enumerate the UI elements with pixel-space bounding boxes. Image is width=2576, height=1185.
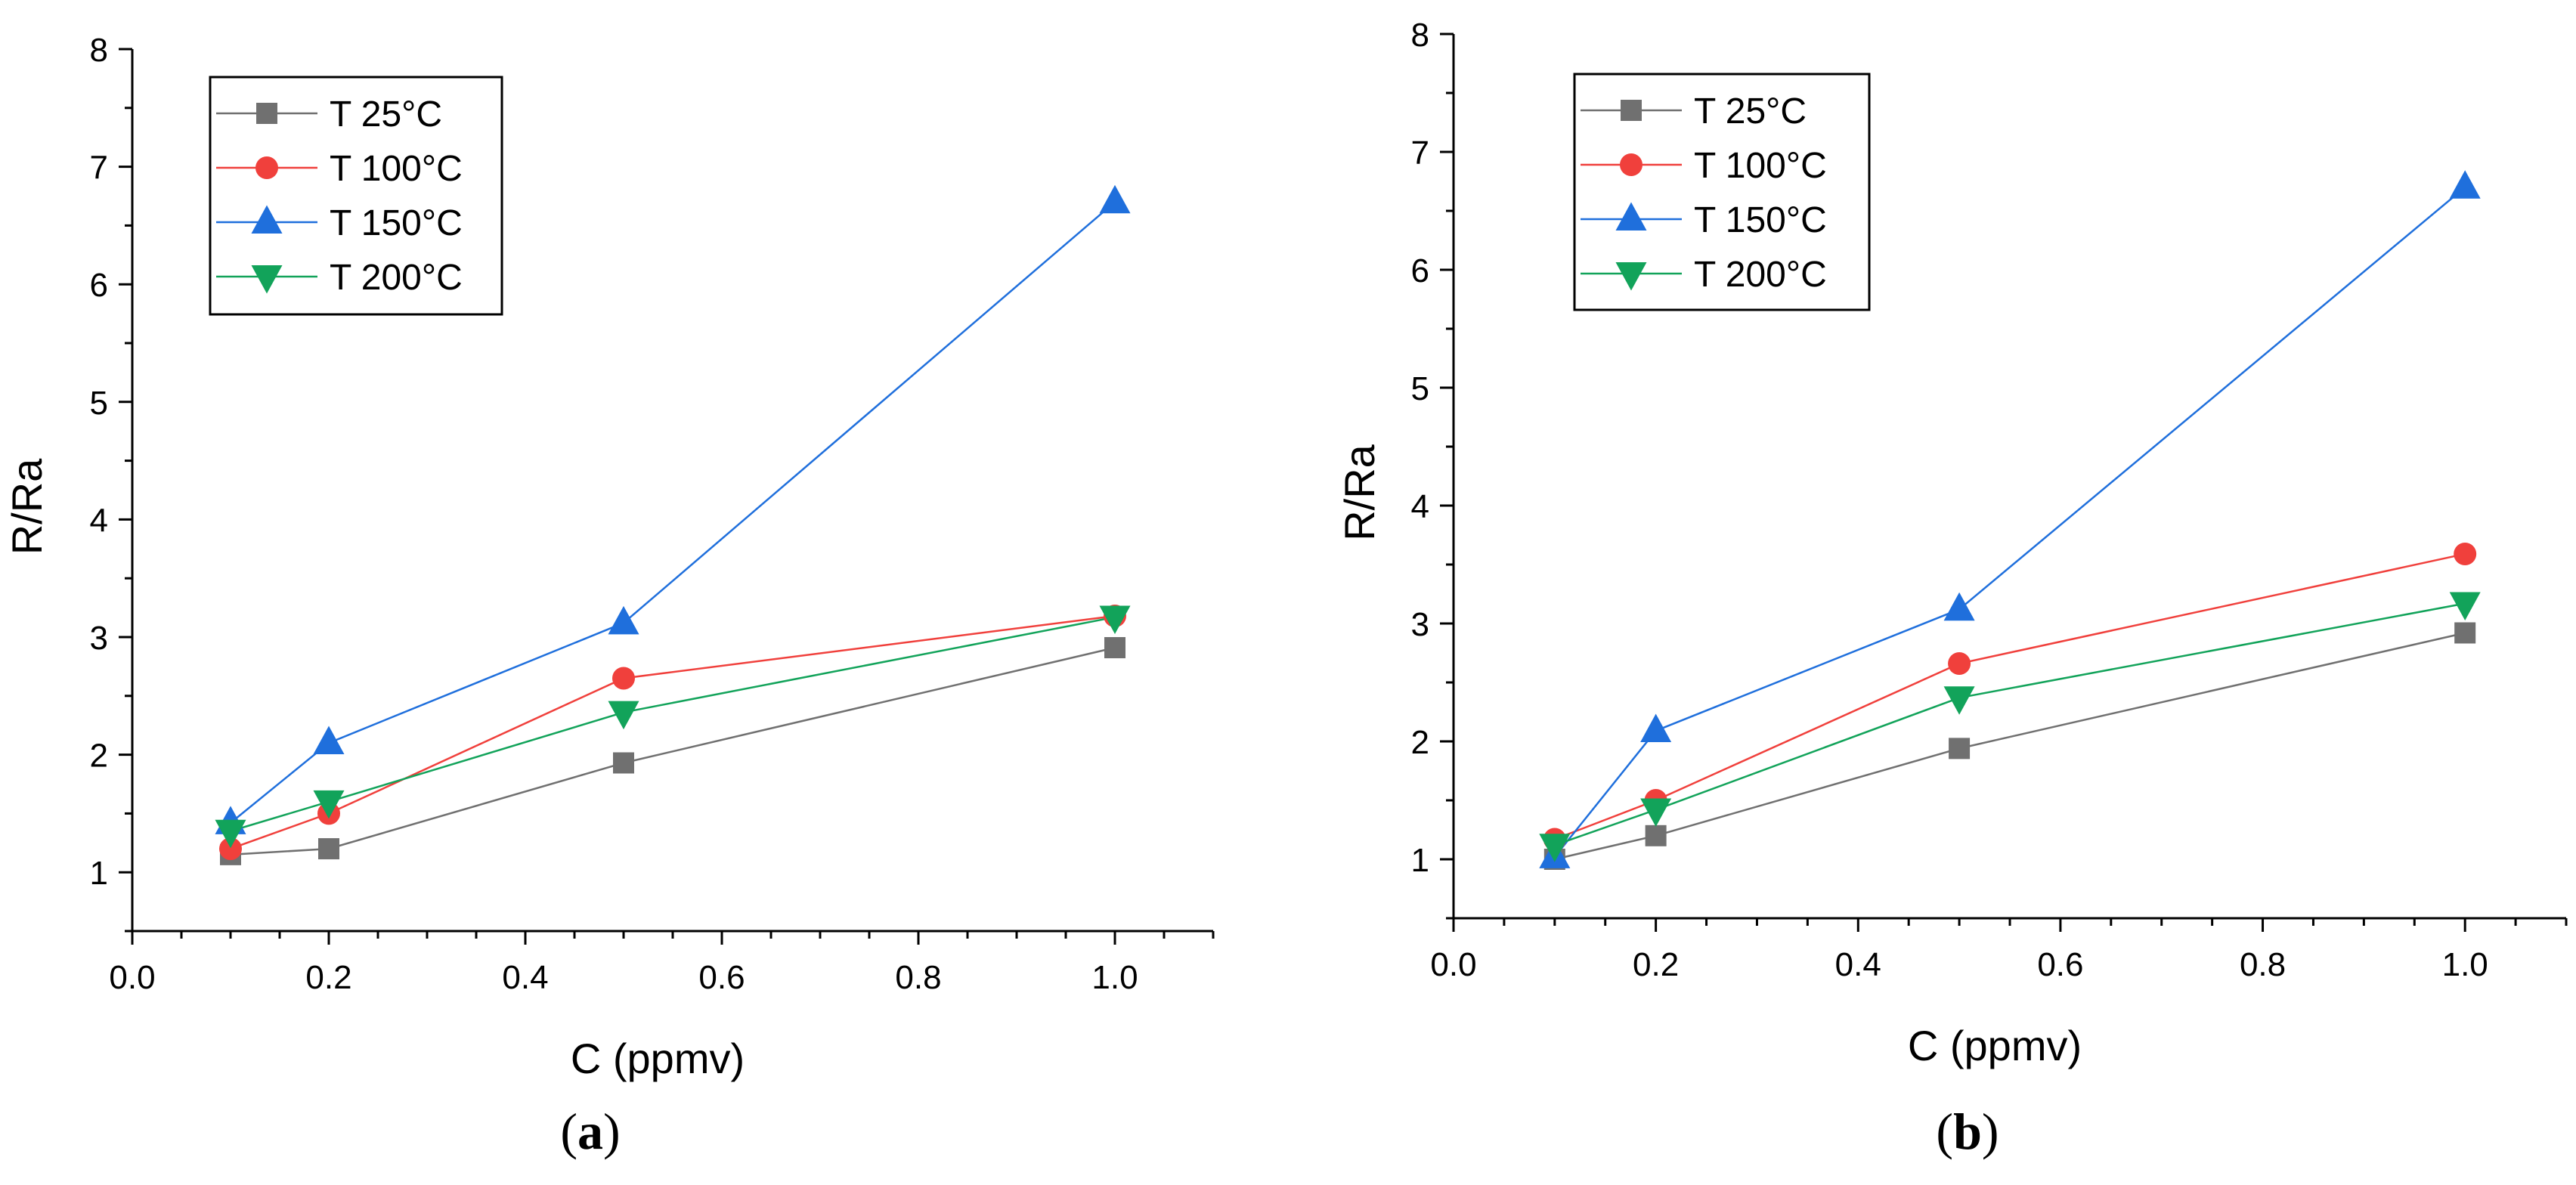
chart-b-legend-marker-0: [1621, 100, 1642, 121]
chart-a-point-s2-3: [1099, 184, 1131, 214]
chart-b-x-tick-label: 0.2: [1633, 946, 1679, 983]
chart-a-series-line-3: [230, 616, 1116, 832]
caption-b-label: b: [1953, 1103, 1982, 1160]
chart-b-point-s3-0: [1539, 834, 1571, 862]
chart-b-y-tick-label: 6: [1411, 252, 1429, 289]
chart-a-y-tick-label: 6: [90, 267, 108, 304]
chart-b-y-axis-title: R/Ra: [1336, 444, 1383, 540]
chart-a-x-tick-label: 0.6: [698, 959, 745, 996]
chart-b-x-tick-label: 0.8: [2240, 946, 2286, 983]
chart-b-x-tick-label: 1.0: [2442, 946, 2488, 983]
chart-a-y-tick-label: 8: [90, 32, 108, 69]
chart-a-y-tick-label: 2: [90, 738, 108, 775]
chart-panel-a: 0.0 0.2 0.4 0.6 0.8 1.0 1 2 3 4 5 6 7 8 C (ppmv) R/Ra T …: [3, 32, 1215, 1082]
chart-b-series-line-0: [1554, 632, 2466, 861]
chart-a-point-s2-1: [313, 726, 345, 755]
caption-a-label: a: [577, 1103, 603, 1160]
chart-a-legend-marker-0: [256, 103, 277, 124]
chart-a-point-s1-2: [612, 667, 635, 690]
caption-a: (a): [560, 1103, 621, 1160]
chart-a-legend-label-0: T 25°C: [330, 94, 442, 135]
chart-b-legend-label-1: T 100°C: [1694, 146, 1827, 186]
chart-b-y-tick-label: 3: [1411, 606, 1429, 643]
chart-a-point-s0-1: [318, 838, 339, 860]
chart-a-x-tick-label: 0.4: [502, 959, 548, 996]
chart-a-point-s2-2: [608, 605, 639, 635]
chart-b-point-s2-3: [2449, 170, 2481, 199]
chart-a-x-tick-label: 0.8: [895, 959, 941, 996]
chart-a-x-tick-label: 0.0: [109, 959, 155, 996]
chart-b-series-line-2: [1553, 186, 2466, 858]
caption-b: (b): [1936, 1103, 1999, 1160]
chart-b-legend: T 25°C T 100°C T 150°C T 200°C: [1573, 73, 1871, 311]
chart-b-y-tick-label: 1: [1411, 842, 1429, 879]
chart-a-legend: T 25°C T 100°C T 150°C T 200°C: [209, 76, 503, 316]
chart-a-point-s0-2: [613, 752, 634, 774]
chart-a-y-tick-label: 5: [90, 385, 108, 422]
chart-a-series-line-0: [230, 646, 1116, 856]
chart-b-y-tick-label: 4: [1411, 488, 1429, 525]
chart-a-series-line-2: [230, 201, 1116, 824]
chart-a-point-s3-3: [1099, 605, 1131, 635]
chart-a-y-tick-label: 3: [90, 620, 108, 657]
chart-b-point-s2-1: [1640, 713, 1672, 742]
chart-b-point-s0-1: [1645, 825, 1667, 846]
chart-a-point-s3-2: [608, 701, 639, 730]
chart-panel-b: 0.0 0.2 0.4 0.6 0.8 1.0 1 2 3 4 5 6 7 8 C (ppmv) R/Ra T …: [1336, 17, 2568, 1069]
chart-a-series-line-1: [230, 614, 1116, 850]
chart-a-y-tick-label: 4: [90, 502, 108, 539]
chart-b-legend-marker-3: [1615, 262, 1647, 291]
chart-b-legend-label-0: T 25°C: [1694, 91, 1807, 131]
chart-b-x-tick-label: 0.4: [1835, 946, 1881, 983]
chart-a-legend-marker-2: [251, 205, 283, 234]
chart-a-y-tick-label: 1: [90, 855, 108, 892]
chart-b-x-axis-title: C (ppmv): [1908, 1022, 2082, 1069]
chart-a-x-tick-label: 0.2: [305, 959, 351, 996]
chart-b-y-tick-label: 8: [1411, 17, 1429, 54]
chart-a-legend-label-3: T 200°C: [330, 258, 463, 298]
chart-a-legend-marker-1: [255, 156, 278, 179]
chart-a-legend-label-1: T 100°C: [330, 149, 463, 189]
chart-b-legend-label-3: T 200°C: [1694, 255, 1827, 295]
chart-a-y-axis-title: R/Ra: [3, 458, 51, 555]
chart-a-point-s1-0: [219, 837, 242, 861]
chart-b-point-s2-2: [1943, 592, 1975, 621]
chart-a-y-tick-label: 7: [90, 150, 108, 187]
chart-a-point-s3-0: [215, 819, 246, 849]
chart-a-legend-label-2: T 150°C: [330, 203, 463, 243]
chart-b-point-s3-2: [1943, 686, 1975, 715]
chart-b-y-tick-label: 5: [1411, 370, 1429, 407]
chart-b-y-tick-label: 7: [1411, 135, 1429, 172]
chart-a-x-tick-label: 1.0: [1091, 959, 1138, 996]
chart-b-point-s0-3: [2454, 622, 2476, 644]
chart-a-legend-marker-3: [251, 265, 283, 294]
chart-b-legend-label-2: T 150°C: [1694, 200, 1827, 240]
chart-b-x-tick-label: 0.6: [2037, 946, 2083, 983]
chart-a-x-axis-title: C (ppmv): [571, 1035, 745, 1082]
chart-a-point-s0-3: [1104, 637, 1125, 659]
chart-b-legend-marker-2: [1615, 202, 1647, 231]
chart-b-series-line-3: [1554, 602, 2466, 846]
chart-b-x-tick-label: 0.0: [1430, 946, 1476, 983]
chart-b-point-s0-2: [1949, 738, 1971, 760]
chart-b-point-s3-3: [2449, 592, 2481, 620]
chart-b-point-s1-2: [1948, 652, 1971, 676]
chart-b-series-line-1: [1554, 552, 2466, 840]
chart-b-y-tick-label: 2: [1411, 724, 1429, 761]
chart-b-legend-marker-1: [1620, 153, 1643, 176]
chart-a-point-s3-1: [313, 790, 345, 819]
chart-b-point-s3-1: [1640, 798, 1672, 827]
chart-b-point-s1-3: [2454, 542, 2477, 565]
